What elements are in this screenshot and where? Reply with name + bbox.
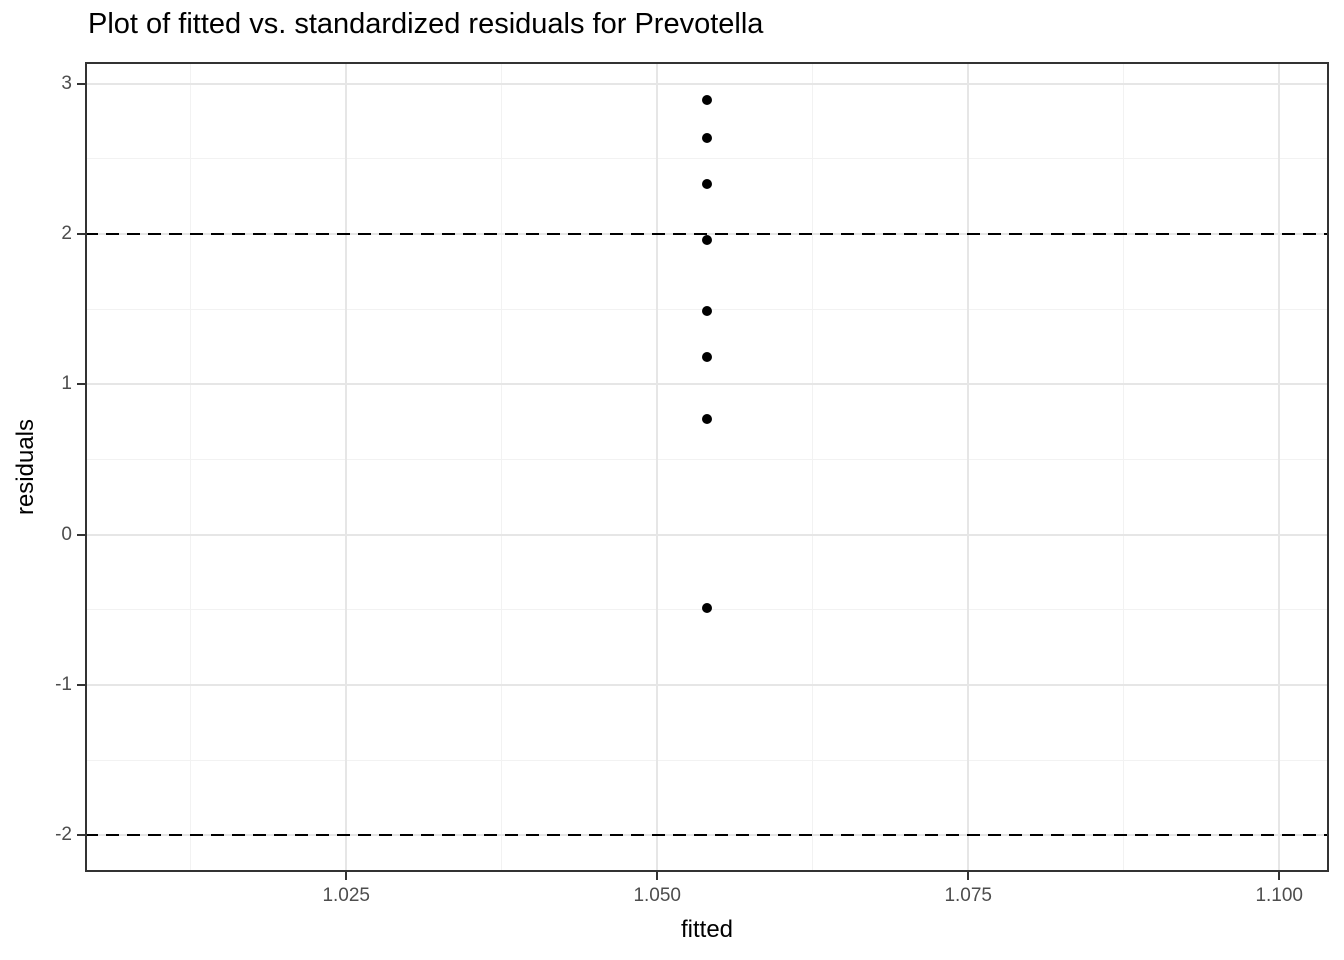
gridline-major-x [967,62,970,872]
gridline-minor-y [85,458,1329,460]
x-axis-title: fitted [680,916,734,943]
x-tick-mark [345,872,348,880]
gridline-minor-y [85,759,1329,761]
x-tick-mark [656,872,659,880]
data-point [702,179,712,190]
data-point [702,305,712,316]
data-point [702,352,712,363]
y-tick-mark [77,233,85,236]
x-tick-label: 1.100 [1255,885,1303,906]
x-tick-label: 1.075 [944,885,992,906]
gridline-minor-x [1123,62,1125,872]
x-tick-mark [967,872,970,880]
gridline-major-x [1278,62,1281,872]
gridline-minor-x [501,62,503,872]
data-point [702,603,712,614]
data-point [702,413,712,424]
gridline-minor-x [190,62,192,872]
y-tick-mark [77,533,85,536]
data-point [702,132,712,143]
y-tick-mark [77,683,85,686]
data-point [702,95,712,106]
y-tick-mark [77,82,85,85]
y-tick-label: 3 [61,72,72,94]
x-tick-label: 1.025 [322,885,370,906]
y-tick-mark [77,834,85,837]
gridline-minor-y [85,158,1329,160]
y-tick-label: 0 [61,523,72,545]
gridline-major-y [85,533,1329,536]
y-axis-title: residuals [12,418,39,516]
y-tick-label: 1 [61,373,72,395]
y-tick-mark [77,383,85,386]
gridline-major-y [85,683,1329,686]
y-tick-label: 2 [61,223,72,245]
x-tick-mark [1278,872,1281,880]
plot-title: Plot of fitted vs. standardized residual… [88,8,764,40]
x-tick-label: 1.050 [633,885,681,906]
gridline-minor-x [812,62,814,872]
gridline-major-y [85,82,1329,85]
y-tick-label: -1 [55,673,72,695]
gridline-major-x [345,62,348,872]
threshold-line [85,233,1329,236]
gridline-major-y [85,383,1329,386]
y-tick-label: -2 [55,824,72,846]
gridline-major-x [656,62,659,872]
plot-panel [85,62,1329,872]
data-point [702,235,712,246]
threshold-line [85,834,1329,837]
